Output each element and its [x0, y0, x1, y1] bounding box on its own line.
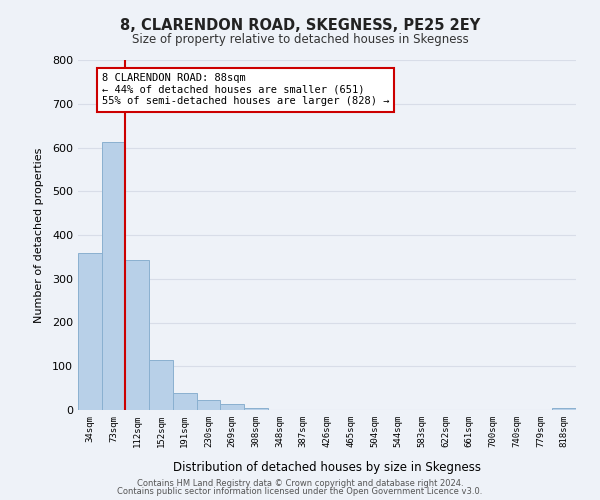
Text: Size of property relative to detached houses in Skegness: Size of property relative to detached ho…	[131, 32, 469, 46]
Bar	[125, 260, 149, 410]
Bar	[197, 400, 220, 410]
Y-axis label: Number of detached properties: Number of detached properties	[34, 148, 44, 322]
Bar	[102, 142, 125, 410]
Text: Contains HM Land Registry data © Crown copyright and database right 2024.: Contains HM Land Registry data © Crown c…	[137, 478, 463, 488]
Bar	[173, 392, 197, 410]
Text: Contains public sector information licensed under the Open Government Licence v3: Contains public sector information licen…	[118, 487, 482, 496]
Bar	[220, 404, 244, 410]
Bar	[149, 360, 173, 410]
Text: 8, CLARENDON ROAD, SKEGNESS, PE25 2EY: 8, CLARENDON ROAD, SKEGNESS, PE25 2EY	[120, 18, 480, 32]
Text: 8 CLARENDON ROAD: 88sqm
← 44% of detached houses are smaller (651)
55% of semi-d: 8 CLARENDON ROAD: 88sqm ← 44% of detache…	[102, 73, 389, 106]
X-axis label: Distribution of detached houses by size in Skegness: Distribution of detached houses by size …	[173, 461, 481, 474]
Bar	[552, 408, 576, 410]
Bar	[244, 408, 268, 410]
Bar	[78, 254, 102, 410]
